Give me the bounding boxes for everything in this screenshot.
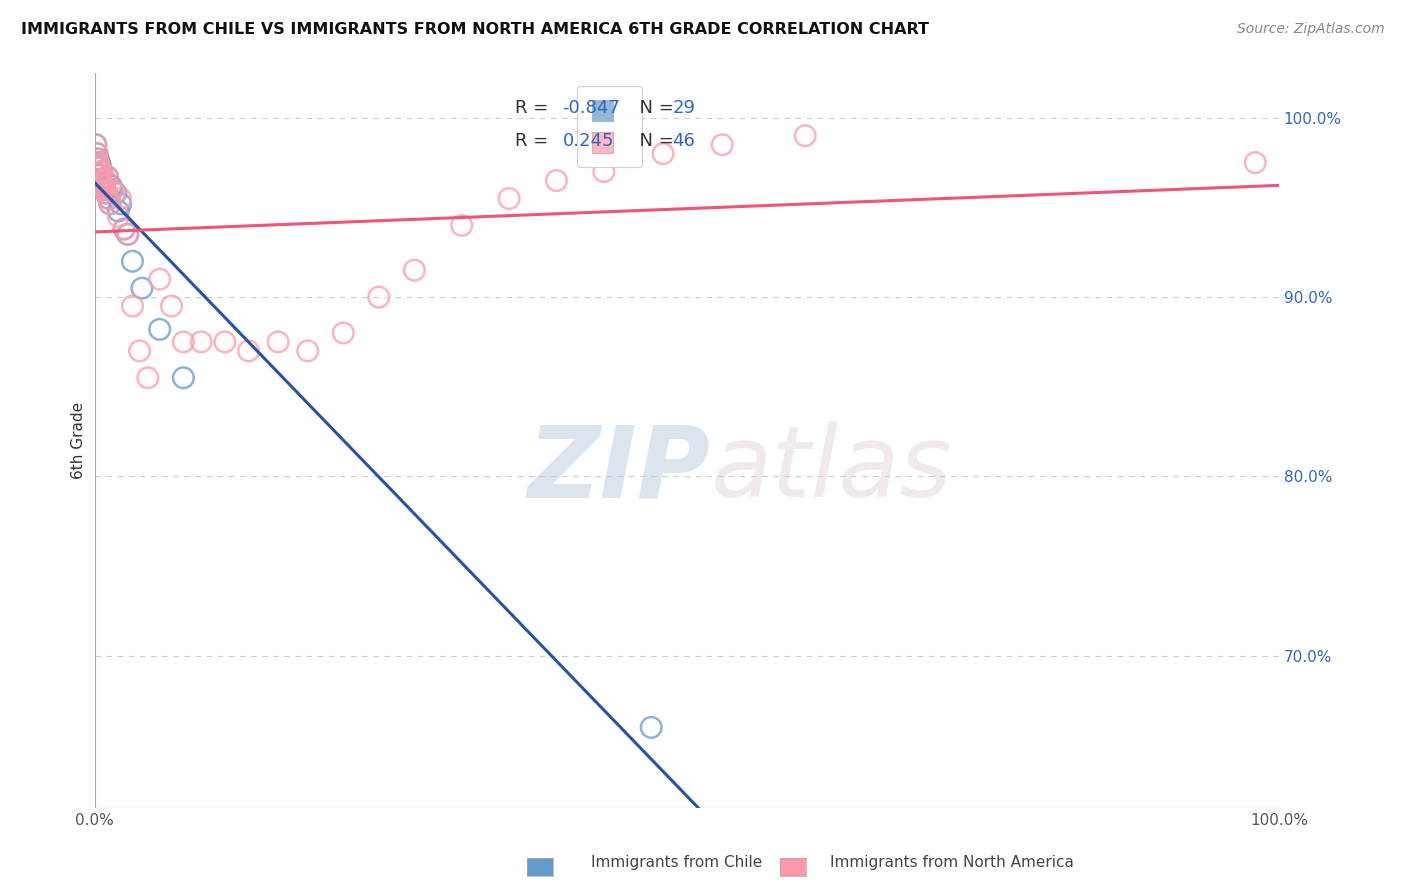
Text: Immigrants from North America: Immigrants from North America (830, 855, 1073, 870)
Point (97, 169, 120, 184)
Text: Source: ZipAtlas.com: Source: ZipAtlas.com (1237, 22, 1385, 37)
Point (117, 227, 139, 242)
Point (89, 155, 111, 169)
Point (149, 322, 172, 336)
Point (297, 343, 319, 358)
Point (149, 272, 172, 286)
Point (87, 161, 110, 175)
Point (87, 152, 110, 166)
Point (404, 263, 426, 277)
Point (1244, 155, 1267, 169)
Text: R =: R = (515, 99, 554, 117)
Point (267, 334, 290, 349)
Point (96, 186, 118, 200)
Point (107, 210, 129, 224)
Point (238, 343, 260, 358)
Point (131, 281, 153, 295)
Point (160, 299, 183, 313)
Text: 46: 46 (672, 132, 696, 150)
Point (89, 168, 111, 182)
Point (94, 173, 117, 187)
Point (592, 164, 614, 178)
Point (87, 161, 110, 175)
Point (172, 334, 194, 349)
Point (128, 343, 150, 358)
Point (652, 146, 675, 161)
Point (94, 173, 117, 187)
Point (110, 192, 132, 206)
Point (190, 334, 212, 349)
Point (546, 173, 568, 187)
Point (117, 227, 139, 242)
Point (110, 197, 132, 211)
Point (89, 159, 111, 173)
Point (89, 159, 111, 173)
Point (97, 169, 120, 184)
Point (172, 371, 194, 385)
Text: Immigrants from Chile: Immigrants from Chile (591, 855, 762, 870)
Point (96, 186, 118, 200)
Point (93, 182, 115, 196)
Point (97, 192, 120, 206)
Point (711, 137, 734, 152)
Point (214, 334, 236, 349)
Point (89, 173, 111, 187)
Text: ZIP: ZIP (527, 421, 710, 518)
Point (450, 219, 472, 233)
Legend: , : , (578, 86, 643, 167)
Point (101, 182, 124, 196)
Point (104, 186, 127, 200)
Point (93, 178, 115, 193)
Point (91, 178, 114, 193)
Point (86, 152, 108, 166)
Point (104, 186, 127, 200)
Point (86, 146, 108, 161)
Point (89, 168, 111, 182)
Point (100, 178, 122, 193)
Point (98, 197, 121, 211)
Point (121, 299, 143, 313)
Point (90, 177, 112, 191)
Point (90, 164, 112, 178)
Point (640, 720, 662, 734)
Text: atlas: atlas (710, 421, 952, 518)
Point (91, 182, 114, 196)
Text: N =: N = (627, 99, 679, 117)
Point (121, 254, 143, 268)
Text: IMMIGRANTS FROM CHILE VS IMMIGRANTS FROM NORTH AMERICA 6TH GRADE CORRELATION CHA: IMMIGRANTS FROM CHILE VS IMMIGRANTS FROM… (21, 22, 929, 37)
Point (86, 146, 108, 161)
Point (87, 155, 110, 169)
Text: -0.847: -0.847 (562, 99, 620, 117)
Point (367, 290, 389, 304)
Point (332, 326, 354, 340)
Text: R =: R = (515, 132, 560, 150)
Point (794, 128, 817, 143)
Point (101, 182, 124, 196)
Point (84, 137, 107, 152)
Point (112, 222, 135, 236)
Point (84, 137, 107, 152)
Point (98, 197, 121, 211)
Point (90, 177, 112, 191)
Y-axis label: 6th Grade: 6th Grade (72, 402, 86, 479)
Point (97, 192, 120, 206)
Point (107, 204, 129, 219)
Text: 29: 29 (672, 99, 696, 117)
Point (136, 371, 159, 385)
Text: N =: N = (627, 132, 679, 150)
Point (89, 173, 111, 187)
Point (90, 164, 112, 178)
Point (89, 164, 111, 178)
Point (498, 192, 520, 206)
Text: 0.245: 0.245 (562, 132, 614, 150)
Point (112, 222, 135, 236)
